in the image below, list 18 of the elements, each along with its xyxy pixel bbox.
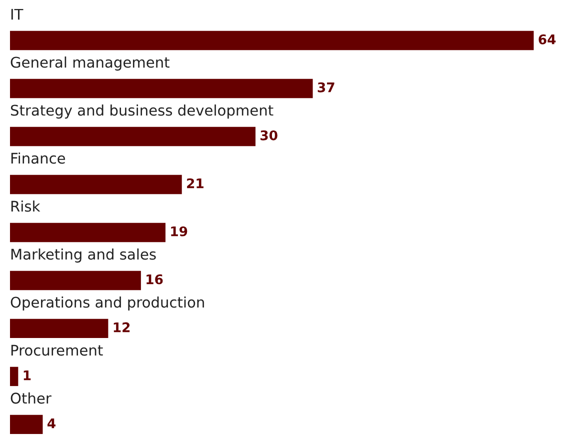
y-tick-label: General management [10,56,170,71]
data-label: 1 [24,370,31,380]
y-tick-label: Finance [11,152,66,164]
y-tick-label: Marketing and sales [11,248,156,263]
y-tick-label: Strategy and business development [10,104,274,119]
y-tick-label: IT [11,8,24,20]
data-label: 19 [171,226,188,236]
y-tick-label: Other [10,392,52,404]
data-label: 30 [260,130,278,140]
data-label: 64 [538,34,556,44]
data-label: 12 [114,322,130,332]
y-tick-label: Operations and production [10,296,204,311]
y-tick-label: Procurement [11,344,103,356]
data-label: 37 [318,82,334,92]
data-label: 21 [187,178,204,188]
y-tick-label: Risk [11,200,40,212]
data-label: 4 [47,418,56,428]
data-label: 16 [146,274,163,284]
